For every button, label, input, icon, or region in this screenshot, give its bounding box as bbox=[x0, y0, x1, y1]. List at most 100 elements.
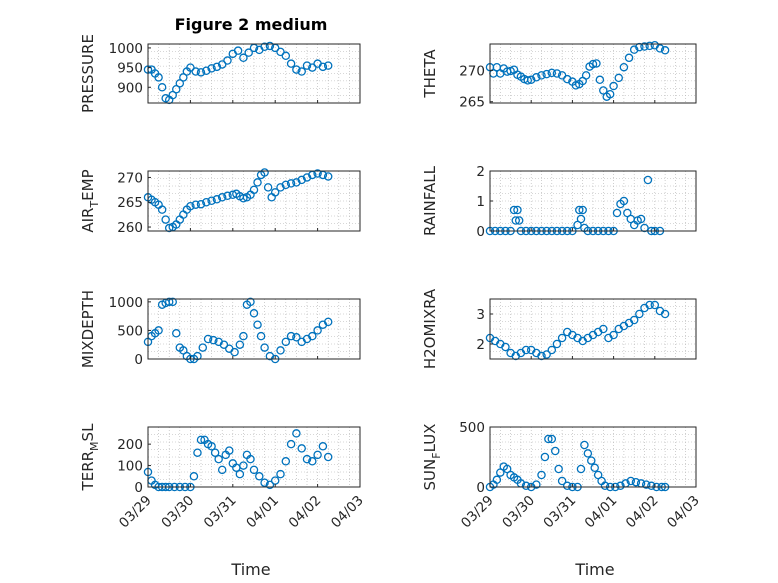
h2omixra-point bbox=[599, 324, 608, 334]
sun_flux-point bbox=[563, 481, 572, 491]
theta-point bbox=[526, 75, 536, 85]
terr_msl-point bbox=[318, 442, 328, 451]
mixdepth-point bbox=[276, 346, 285, 355]
terr_msl-point bbox=[313, 450, 322, 460]
sun_flux-point bbox=[583, 449, 593, 458]
sun_flux-x-tick-label: 03/29 bbox=[458, 493, 497, 532]
pressure-point bbox=[239, 53, 248, 63]
theta-point bbox=[537, 71, 546, 80]
mixdepth-y-axis-label: MIXDEPTH bbox=[79, 290, 97, 368]
air_temp-point bbox=[323, 172, 333, 181]
theta-point bbox=[581, 71, 591, 80]
mixdepth-point bbox=[193, 351, 202, 361]
terr_msl-y-axis-label: TERRMSL bbox=[79, 423, 101, 492]
pressure-point bbox=[302, 61, 312, 70]
mixdepth-point bbox=[260, 343, 269, 352]
theta-point bbox=[563, 74, 572, 84]
theta-point bbox=[552, 69, 562, 78]
air_temp-point bbox=[196, 199, 206, 209]
terr_msl-point bbox=[265, 480, 275, 490]
air_temp-axes-box bbox=[147, 170, 361, 232]
mixdepth-y-tick-label: 500 bbox=[117, 323, 143, 339]
air_temp-point bbox=[157, 205, 167, 214]
terr_msl-point bbox=[210, 448, 220, 457]
sun_flux-point bbox=[550, 446, 560, 456]
air_temp-point bbox=[249, 185, 259, 195]
sun_flux-point bbox=[641, 480, 651, 489]
sun_flux-y-tick-label: 0 bbox=[476, 480, 485, 496]
sun_flux-point bbox=[537, 470, 546, 480]
terr_msl-point bbox=[281, 457, 291, 466]
rainfall-point bbox=[513, 205, 522, 215]
pressure-point bbox=[276, 47, 285, 57]
mixdepth-y-tick-label: 1000 bbox=[109, 295, 143, 311]
terr_msl-point bbox=[292, 429, 301, 438]
pressure-point bbox=[217, 60, 227, 69]
terr_msl-point bbox=[235, 469, 245, 479]
terr_msl-point bbox=[246, 454, 255, 464]
rainfall-y-tick-label: 2 bbox=[476, 164, 485, 180]
theta-point bbox=[655, 44, 665, 53]
terr_msl-point bbox=[196, 435, 206, 445]
rainfall-point bbox=[509, 205, 519, 215]
sun_flux-point bbox=[554, 464, 563, 474]
mixdepth-point bbox=[235, 340, 245, 349]
sun_flux-point bbox=[576, 464, 586, 474]
mixdepth-point bbox=[313, 326, 322, 335]
air_temp-point bbox=[297, 175, 306, 185]
sun_flux-point bbox=[590, 463, 599, 473]
sun_flux-point bbox=[587, 456, 596, 465]
terr_msl-x-tick-label: 03/29 bbox=[116, 493, 155, 532]
air_temp-y-tick-label: 265 bbox=[117, 195, 143, 211]
pressure-point bbox=[202, 66, 211, 75]
sun_flux-point bbox=[521, 481, 531, 491]
h2omixra-point bbox=[650, 300, 660, 310]
terr_msl-x-tick-label: 03/30 bbox=[158, 493, 197, 532]
sun_flux-point bbox=[540, 452, 550, 462]
h2omixra-point bbox=[501, 342, 510, 352]
pressure-y-tick-label: 1000 bbox=[109, 41, 143, 57]
rainfall-point bbox=[578, 205, 587, 215]
mixdepth-point bbox=[308, 331, 317, 341]
h2omixra-point bbox=[552, 339, 562, 349]
pressure-point bbox=[154, 73, 163, 82]
air_temp-point bbox=[276, 183, 285, 192]
air_temp-point bbox=[263, 183, 273, 192]
h2omixra-point bbox=[660, 309, 670, 319]
theta-point bbox=[542, 69, 551, 79]
pressure-point bbox=[318, 62, 328, 72]
mixdepth-point bbox=[209, 335, 218, 345]
mixdepth-point bbox=[154, 326, 163, 335]
sun_flux-y-axis-label: SUNFLUX bbox=[421, 424, 443, 491]
air_temp-point bbox=[260, 168, 269, 177]
mixdepth-point bbox=[256, 331, 266, 341]
sun_flux-point bbox=[580, 440, 589, 450]
h2omixra-point bbox=[542, 350, 551, 359]
air_temp-point bbox=[202, 197, 211, 207]
terr_msl-point bbox=[214, 454, 223, 464]
theta-point bbox=[547, 68, 557, 78]
h2omixra-point bbox=[557, 333, 567, 343]
air_temp-point bbox=[161, 215, 170, 224]
sun_flux-point bbox=[492, 475, 502, 485]
pressure-point bbox=[292, 65, 301, 74]
air_temp-point bbox=[223, 191, 232, 201]
rainfall-point bbox=[576, 214, 586, 224]
air_temp-point bbox=[286, 179, 296, 188]
pressure-y-tick-label: 950 bbox=[117, 61, 143, 77]
terr_msl-x-tick-label: 04/03 bbox=[328, 493, 367, 532]
sun_flux-point bbox=[544, 434, 553, 444]
terr_msl-point bbox=[217, 465, 227, 475]
sun_flux-point bbox=[557, 476, 567, 486]
h2omixra-point bbox=[521, 345, 531, 355]
sun_flux-point bbox=[616, 481, 625, 491]
terr_msl-point bbox=[193, 448, 202, 457]
terr_msl-y-tick-label: 0 bbox=[134, 480, 143, 496]
mixdepth-point bbox=[249, 309, 259, 318]
sun_flux-point bbox=[626, 476, 636, 486]
mixdepth-point bbox=[164, 297, 174, 307]
theta-point bbox=[660, 46, 670, 55]
theta-point bbox=[645, 41, 654, 51]
pressure-point bbox=[286, 59, 296, 68]
terr_msl-y-tick-label: 200 bbox=[117, 437, 143, 453]
